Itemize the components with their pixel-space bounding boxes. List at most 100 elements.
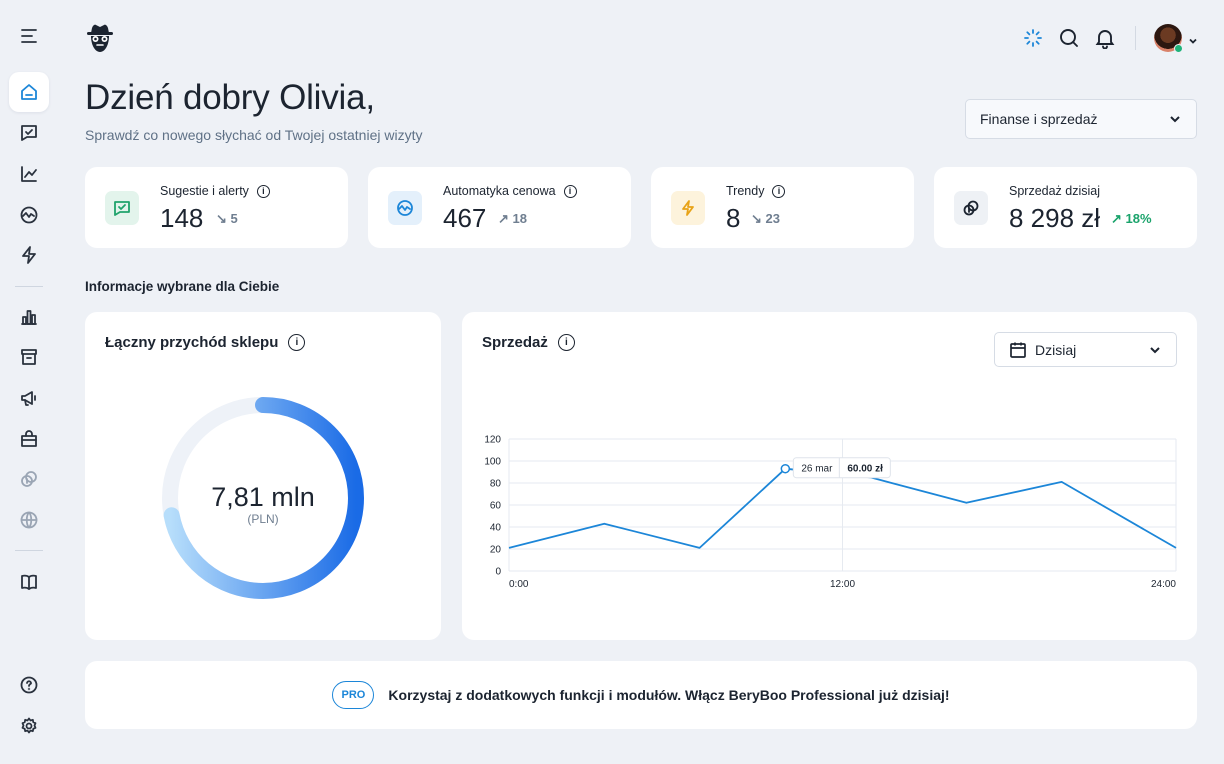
stat-delta-value: 5 <box>230 211 238 226</box>
x-tick-label: 0:00 <box>509 579 529 590</box>
revenue-title-wrap: Łączny przychód sklepu i <box>105 334 306 351</box>
stat-card-suggestions[interactable]: Sugestie i alerty i 148 ↘ 5 <box>85 167 348 248</box>
stat-label: Sprzedaż dzisiaj <box>1009 184 1101 198</box>
stat-delta-value: 18% <box>1125 211 1152 226</box>
revenue-title: Łączny przychód sklepu <box>105 334 279 351</box>
pro-badge: PRO <box>332 681 375 709</box>
y-tick-label: 80 <box>490 479 502 490</box>
help-button[interactable] <box>9 665 49 705</box>
chevron-down-icon <box>1170 116 1180 123</box>
stat-label: Sugestie i alerty <box>160 184 249 198</box>
sidebar-item-global[interactable] <box>9 500 49 540</box>
gear-icon <box>21 717 37 734</box>
stat-card-trends[interactable]: Trendy i 8 ↘ 23 <box>651 167 914 248</box>
stat-delta: ↗ 18% <box>1111 211 1152 227</box>
account-menu-chevron[interactable] <box>1188 33 1198 44</box>
sidebar-item-suggestions[interactable] <box>9 113 49 153</box>
stat-card-price-automation[interactable]: Automatyka cenowa i 467 ↗ 18 <box>368 167 631 248</box>
sidebar-item-trends[interactable] <box>9 235 49 275</box>
settings-button[interactable] <box>9 706 49 746</box>
sidebar-item-shop[interactable] <box>9 419 49 459</box>
sidebar-item-docs[interactable] <box>9 562 49 602</box>
notifications-button[interactable] <box>1093 26 1117 50</box>
chat-check-icon <box>21 125 37 141</box>
info-icon[interactable]: i <box>772 184 786 198</box>
pulse-circle-icon <box>397 200 413 216</box>
y-tick-label: 40 <box>490 523 502 534</box>
bar-chart-icon <box>21 310 37 325</box>
pro-banner-text: Korzystaj z dodatkowych funkcji i modułó… <box>388 687 950 703</box>
stat-card-sales-today[interactable]: Sprzedaż dzisiaj 8 298 zł ↗ 18% <box>934 167 1197 248</box>
sidebar-item-analytics[interactable] <box>9 154 49 194</box>
sidebar-item-reports[interactable] <box>9 297 49 337</box>
view-select[interactable]: Finanse i sprzedaż <box>965 99 1197 139</box>
book-icon <box>21 574 37 590</box>
search-button[interactable] <box>1057 26 1081 50</box>
date-range-value: Dzisiaj <box>1035 341 1077 358</box>
info-icon[interactable]: i <box>557 334 575 351</box>
shopping-bag-icon <box>21 430 37 447</box>
info-icon[interactable]: i <box>563 184 577 198</box>
stat-label-wrap: Trendy i <box>726 184 786 198</box>
sales-card: Sprzedaż i Dzisiaj 0 20 40 60 80 100 120 0:00 12… <box>462 312 1197 640</box>
info-icon[interactable]: i <box>288 334 306 351</box>
highlight-point <box>780 463 791 474</box>
date-range-select[interactable]: Dzisiaj <box>994 332 1177 367</box>
stat-value: 8 298 zł <box>1009 203 1101 233</box>
arrow-down-right-icon: ↘ <box>216 211 227 226</box>
stat-label-wrap: Sugestie i alerty i <box>160 184 270 198</box>
arrow-up-right-icon: ↗ <box>498 211 509 226</box>
stat-label-wrap: Sprzedaż dzisiaj <box>1009 184 1100 198</box>
megaphone-icon <box>21 391 36 406</box>
sidebar <box>0 0 58 764</box>
sidebar-divider <box>15 286 43 287</box>
chevron-down-icon <box>1148 343 1162 357</box>
page-subtitle: Sprawdź co nowego słychać od Twojej osta… <box>85 127 423 143</box>
stat-value: 148 <box>160 203 204 233</box>
loading-indicator <box>1021 26 1045 50</box>
sales-title: Sprzedaż <box>482 334 548 351</box>
sales-line-chart: 0 20 40 60 80 100 120 0:00 12:00 24:00 26 mar 60.00… <box>484 435 1177 590</box>
chevron-down-icon <box>1189 38 1197 44</box>
sidebar-item-sales[interactable] <box>9 459 49 499</box>
sidebar-item-products[interactable] <box>9 337 49 377</box>
revenue-unit: (PLN) <box>247 512 279 526</box>
tooltip-date: 26 mar <box>801 464 833 475</box>
sidebar-item-home[interactable] <box>9 72 49 112</box>
bolt-icon <box>22 246 36 264</box>
stat-label: Trendy <box>726 184 765 198</box>
avatar[interactable] <box>1154 24 1183 53</box>
calendar-icon <box>1009 341 1027 359</box>
pro-banner[interactable]: PRO Korzystaj z dodatkowych funkcji i mo… <box>85 661 1197 729</box>
revenue-card: Łączny przychód sklepu i 7,81 mln (PLN) <box>85 312 441 640</box>
stat-delta: ↗ 18 <box>498 211 527 227</box>
stat-icon-wrap <box>388 191 422 225</box>
stat-delta-value: 18 <box>512 211 527 226</box>
info-icon[interactable]: i <box>256 184 270 198</box>
search-icon <box>1060 29 1078 47</box>
stat-value: 467 <box>443 203 487 233</box>
hamburger-icon <box>21 29 37 43</box>
sidebar-item-marketing[interactable] <box>9 378 49 418</box>
menu-toggle-button[interactable] <box>9 16 49 56</box>
spy-logo-icon <box>84 22 116 56</box>
donut-progress <box>162 397 364 599</box>
arrow-up-right-icon: ↗ <box>1111 211 1122 226</box>
bolt-icon <box>682 200 694 216</box>
page-title: Dzień dobry Olivia, <box>85 78 375 117</box>
y-tick-label: 0 <box>495 567 501 578</box>
loading-icon <box>1024 29 1042 47</box>
coins-icon <box>21 471 37 487</box>
stat-delta-value: 23 <box>765 211 780 226</box>
check-message-icon <box>114 201 130 216</box>
section-title: Informacje wybrane dla Ciebie <box>85 279 280 294</box>
x-tick-label: 12:00 <box>830 579 855 590</box>
y-tick-label: 60 <box>490 501 502 512</box>
topbar-actions <box>1011 24 1198 53</box>
arrow-down-right-icon: ↘ <box>751 211 762 226</box>
stat-label: Automatyka cenowa <box>443 184 556 198</box>
y-tick-label: 100 <box>484 457 501 468</box>
home-icon <box>21 84 37 100</box>
sidebar-item-price-automation[interactable] <box>9 195 49 235</box>
tooltip-value: 60.00 zł <box>847 464 883 475</box>
